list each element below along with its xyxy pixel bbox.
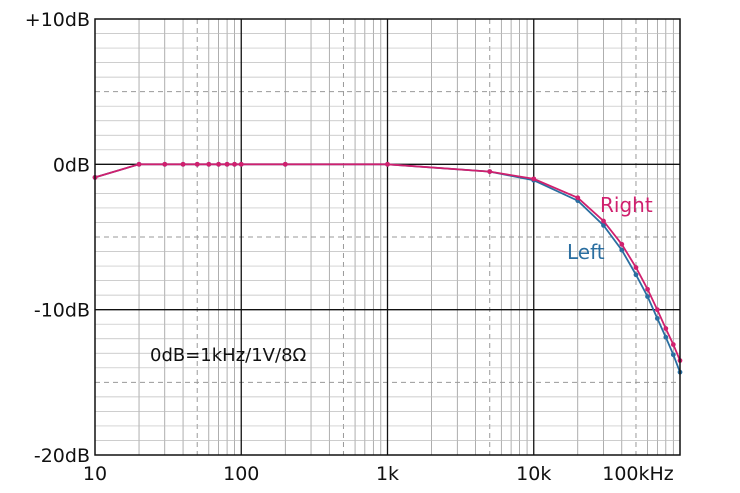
x-tick-label: 10k	[516, 463, 551, 485]
series-layer	[92, 161, 683, 375]
right-data-point	[180, 161, 186, 167]
left-data-point	[663, 334, 669, 340]
y-tick-label: -10dB	[34, 300, 90, 322]
right-data-point	[601, 218, 606, 224]
right-data-point	[487, 169, 493, 175]
left-data-point	[645, 294, 650, 299]
right-data-point	[136, 161, 142, 167]
right-data-point	[663, 326, 669, 331]
right-data-point	[216, 161, 221, 167]
left-data-point	[619, 247, 625, 253]
y-tick-label: 0dB	[53, 154, 90, 176]
left-data-point	[654, 315, 660, 321]
x-tick-label: 1k	[376, 463, 399, 485]
left-data-point	[601, 222, 606, 228]
right-data-point	[224, 161, 230, 167]
left-series-label: Left	[567, 240, 605, 264]
right-data-point	[531, 176, 537, 182]
right-data-point	[232, 161, 237, 167]
right-data-point	[206, 161, 212, 167]
left-data-point	[633, 272, 639, 278]
right-series-label: Right	[600, 193, 653, 217]
plot-frame	[94, 18, 681, 456]
x-tick-label: 100kHz	[602, 463, 674, 485]
right-data-point	[238, 161, 244, 167]
reference-annotation: 0dB=1kHz/1V/8Ω	[150, 345, 307, 366]
right-data-point	[654, 307, 660, 313]
right-data-point	[619, 241, 625, 247]
right-data-point	[282, 161, 288, 167]
x-tick-label: 100	[223, 463, 259, 485]
left-data-point	[670, 352, 676, 358]
right-data-point	[645, 286, 650, 292]
right-data-point	[385, 161, 390, 167]
right-data-point	[162, 161, 168, 167]
right-data-point	[194, 161, 200, 167]
y-tick-label: +10dB	[25, 9, 90, 31]
major-grid	[95, 19, 680, 455]
right-data-point	[633, 265, 639, 270]
y-tick-label: -20dB	[34, 445, 90, 467]
right-data-point	[575, 195, 581, 201]
right-data-point	[670, 342, 676, 347]
labels-layer: 10 100 1k 10k 100kHz +10dB 0dB -10dB -20dB 0dB=1k…	[25, 9, 674, 485]
x-tick-label: 10	[83, 463, 107, 485]
